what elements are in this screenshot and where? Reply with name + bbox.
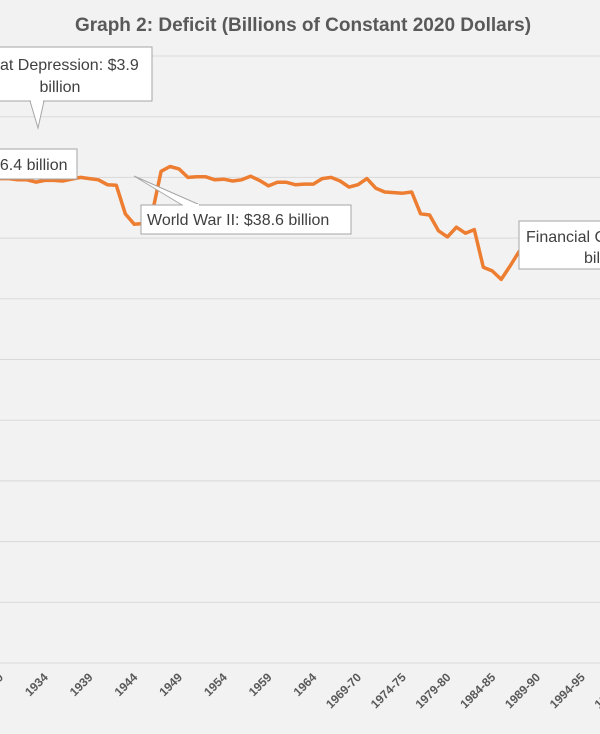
- callout-financial-crisis-text-line1: Financial Crisis: [526, 229, 600, 246]
- callout-world-war-ii: World War II: $38.6 billion: [133, 175, 352, 235]
- gridlines: [0, 55, 600, 603]
- callout-financial-crisis: Financial Crisis billion: [518, 220, 600, 270]
- callout-financial-crisis-text-line2: billion: [584, 250, 600, 267]
- callout-6-4-billion: $6.4 billion: [0, 148, 78, 180]
- callout-world-war-ii-pointer: [133, 175, 201, 206]
- callout-world-war-ii-text: World War II: $38.6 billion: [147, 212, 329, 229]
- callout-6-4-box: [0, 148, 78, 180]
- callout-great-depression-pointer: [29, 100, 45, 130]
- series: [0, 164, 600, 282]
- callout-great-depression: Great Depression: $3.9 billion: [0, 46, 153, 130]
- deficit-series-line: [0, 164, 600, 282]
- callout-6-4-text: $6.4 billion: [0, 157, 68, 174]
- callout-great-depression-text-line1: Great Depression: $3.9: [0, 57, 139, 74]
- callout-financial-crisis-box: [518, 220, 600, 270]
- chart-title: Graph 2: Deficit (Billions of Constant 2…: [75, 15, 531, 36]
- callout-great-depression-box: [0, 46, 153, 102]
- callout-world-war-ii-box: [140, 204, 352, 235]
- callout-great-depression-text-line2: billion: [40, 79, 81, 96]
